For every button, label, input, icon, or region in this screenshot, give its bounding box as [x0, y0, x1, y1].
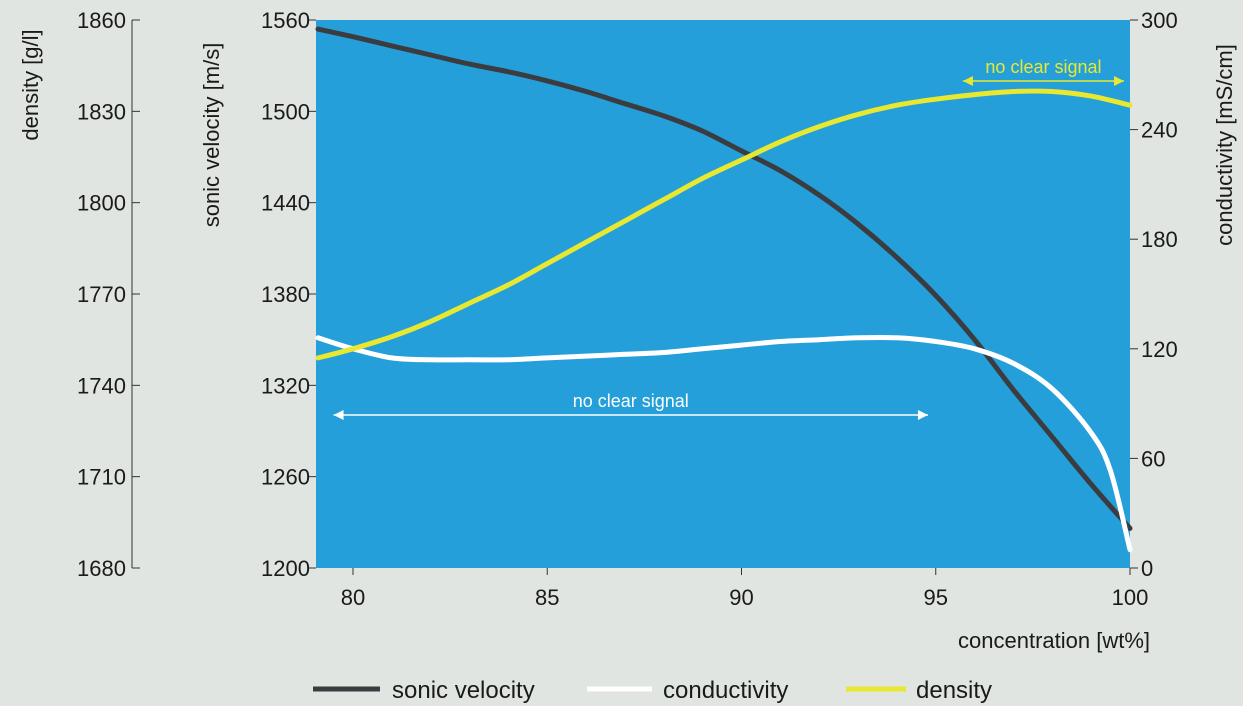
density-tick-label: 1710	[77, 465, 126, 490]
series-line-density	[315, 88, 1133, 361]
sonic-velocity-axis: 1200 1260 1320 1380 1440 1500 1560	[261, 8, 316, 581]
x-tick-label: 90	[729, 585, 753, 610]
density-tick-label: 1800	[77, 191, 126, 216]
series-line-sonic-velocity	[315, 26, 1133, 531]
conductivity-tick-label: 240	[1141, 118, 1178, 143]
sonic-velocity-tick-label: 1440	[261, 191, 310, 216]
plot-area	[316, 20, 1130, 568]
legend-label-conductivity: conductivity	[663, 677, 788, 704]
annotation-arrowhead-right	[1114, 76, 1124, 86]
conductivity-tick-label: 60	[1141, 446, 1165, 471]
density-tick-label: 1830	[77, 99, 126, 124]
sonic-velocity-tick-label: 1380	[261, 282, 310, 307]
x-tick-label: 85	[535, 585, 559, 610]
legend-label-sonic-velocity: sonic velocity	[392, 677, 535, 704]
sonic-velocity-tick-label: 1500	[261, 99, 310, 124]
x-axis: 80 85 90 95 100	[341, 568, 1149, 610]
series-line-conductivity	[315, 334, 1133, 553]
conductivity-tick-label: 300	[1141, 8, 1178, 33]
conductivity-tick-label: 180	[1141, 227, 1178, 252]
legend: sonic velocity conductivity density	[313, 677, 992, 704]
annotation-label: no clear signal	[573, 391, 689, 411]
x-tick-label: 100	[1112, 585, 1149, 610]
annotation-arrowhead-left	[962, 76, 973, 86]
density-axis-title: density [g/l]	[18, 29, 43, 140]
sonic-velocity-axis-title: sonic velocity [m/s]	[199, 43, 224, 228]
density-axis: 1680 1710 1740 1770 1800 1830 1860	[77, 8, 140, 581]
annotation-layer: no clear signal no clear signal	[333, 57, 1124, 420]
sonic-velocity-tick-label: 1560	[261, 8, 310, 33]
x-tick-label: 95	[924, 585, 948, 610]
series-layer	[315, 26, 1133, 553]
sonic-velocity-tick-label: 1260	[261, 465, 310, 490]
conductivity-axis-title: conductivity [mS/cm]	[1212, 44, 1237, 246]
conductivity-tick-label: 120	[1141, 337, 1178, 362]
density-tick-label: 1680	[77, 556, 126, 581]
density-tick-label: 1740	[77, 373, 126, 398]
conductivity-axis: 0 60 120 180 240 300	[1130, 8, 1178, 581]
sonic-velocity-tick-label: 1200	[261, 556, 310, 581]
conductivity-tick-label: 0	[1141, 556, 1153, 581]
density-tick-label: 1860	[77, 8, 126, 33]
sonic-velocity-tick-label: 1320	[261, 373, 310, 398]
annotation-arrowhead-left	[333, 410, 344, 420]
density-tick-label: 1770	[77, 282, 126, 307]
x-tick-label: 80	[341, 585, 365, 610]
x-axis-title: concentration [wt%]	[958, 628, 1150, 653]
annotation-arrowhead-right	[917, 410, 928, 420]
annotation-label: no clear signal	[985, 57, 1101, 77]
legend-label-density: density	[916, 677, 992, 704]
